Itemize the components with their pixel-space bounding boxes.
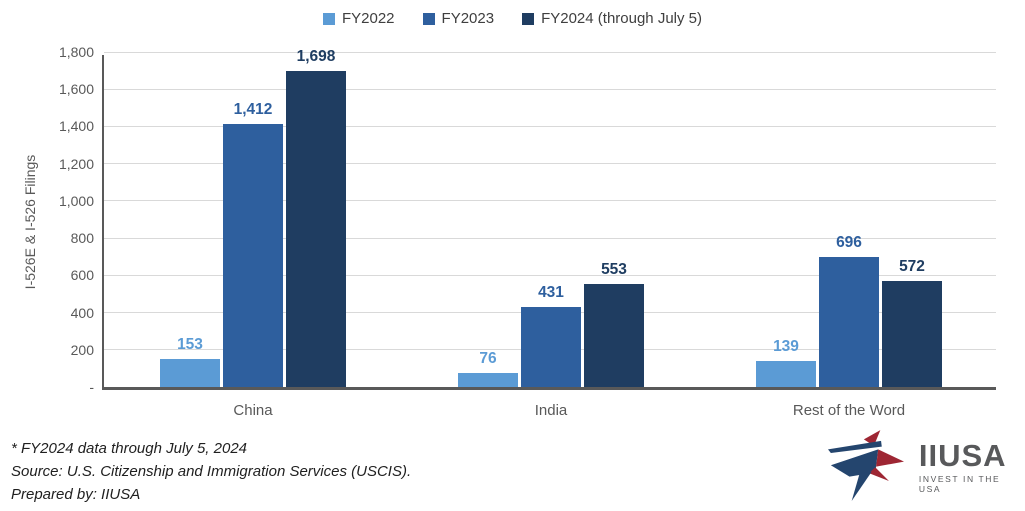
y-axis-tick-label: 600 — [70, 267, 94, 284]
footnote-line: Prepared by: IIUSA — [11, 486, 141, 503]
footnote-line: Source: U.S. Citizenship and Immigration… — [11, 463, 412, 480]
bar: 76 — [458, 350, 518, 387]
legend-item-fy2024: FY2024 (through July 5) — [522, 10, 702, 27]
x-axis-category-label: India — [534, 402, 568, 419]
y-axis-tick-label: 200 — [70, 341, 94, 358]
bar-value-label: 76 — [479, 349, 497, 367]
y-axis-tick-label: 1,600 — [58, 81, 94, 98]
bar-value-label: 153 — [177, 335, 203, 353]
bar-value-label: 431 — [538, 283, 564, 301]
logo-text: IIUSA INVEST IN THE USA — [918, 438, 1025, 495]
bar-value-label: 1,412 — [233, 101, 273, 119]
star-icon — [828, 430, 905, 502]
gridline — [104, 237, 996, 239]
bar: 139 — [756, 338, 816, 387]
legend-item-fy2022: FY2022 — [322, 10, 395, 27]
footnotes: * FY2024 data through July 5, 2024 Sourc… — [11, 437, 411, 506]
bar: 572 — [882, 258, 942, 387]
y-axis-tick-label: 1,000 — [58, 192, 94, 209]
bar-value-label: 553 — [601, 261, 627, 279]
y-axis-tick-label: 1,200 — [58, 155, 94, 172]
bar-group-rest-of-the-word: 139 696 572 — [756, 234, 942, 387]
footnote-line: * FY2024 data through July 5, 2024 — [11, 440, 248, 457]
y-axis-tick-label: 1,400 — [58, 118, 94, 135]
y-axis-tick-label: - — [89, 379, 94, 395]
gridline — [104, 51, 996, 53]
y-axis-tick-label: 400 — [70, 304, 94, 321]
bar: 1,412 — [223, 101, 283, 387]
gridline — [104, 125, 996, 127]
gridline — [104, 88, 996, 90]
gridline — [104, 274, 996, 276]
legend-label: FY2022 — [341, 10, 395, 27]
bar: 431 — [521, 284, 581, 387]
legend-swatch-fy2024 — [522, 12, 535, 25]
bar-group-china: 153 1,412 1,698 — [160, 48, 346, 387]
legend-label: FY2023 — [441, 10, 495, 27]
legend-item-fy2023: FY2023 — [422, 10, 495, 27]
x-axis-category-label: Rest of the Word — [792, 402, 906, 419]
bar-value-label: 572 — [899, 257, 925, 275]
bar: 553 — [584, 261, 644, 387]
y-axis-tick-label: 800 — [70, 230, 94, 247]
gridline — [104, 200, 996, 202]
chart-legend: FY2022 FY2023 FY2024 (through July 5) — [0, 10, 1025, 27]
bar: 1,698 — [286, 48, 346, 387]
legend-swatch-fy2023 — [422, 12, 435, 25]
bar: 153 — [160, 336, 220, 387]
bar-value-label: 1,698 — [296, 47, 336, 65]
gridline — [104, 163, 996, 165]
bar-value-label: 696 — [836, 234, 862, 252]
bar-group-india: 76 431 553 — [458, 261, 644, 387]
bar-value-label: 139 — [773, 338, 799, 356]
iiusa-logo: IIUSA INVEST IN THE USA — [828, 428, 1025, 506]
logo-tagline: INVEST IN THE USA — [918, 474, 1001, 494]
legend-label: FY2024 (through July 5) — [541, 10, 702, 27]
logo-name: IIUSA — [918, 438, 1007, 473]
plot-area: - 200 400 600 800 1,000 1,200 1,400 1,600 1,800 15… — [59, 44, 996, 419]
y-axis-tick-label: 1,800 — [58, 44, 94, 60]
bar: 696 — [819, 234, 879, 387]
legend-swatch-fy2022 — [322, 12, 335, 25]
x-axis-category-label: China — [233, 402, 273, 419]
